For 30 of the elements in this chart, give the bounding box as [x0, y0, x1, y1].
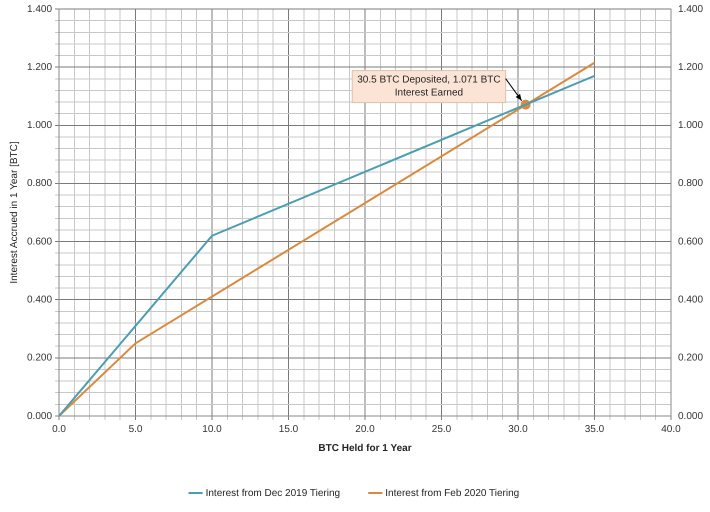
x-tick-label: 30.0	[508, 424, 528, 435]
y-tick-label: 1.400	[26, 4, 52, 15]
x-tick-label: 20.0	[355, 424, 376, 435]
y2-tick-label: 1.000	[678, 120, 704, 132]
y2-tick-label: 0.800	[678, 178, 704, 190]
annotation: 30.5 BTC Deposited, 1.071 BTC Interest Earned	[357, 74, 501, 98]
y2-tick-label: 0.000	[678, 410, 704, 422]
y-tick-label: 1.000	[26, 120, 52, 132]
y2-tick-label: 1.200	[678, 62, 704, 73]
y-tick-label: 0.200	[26, 352, 52, 364]
y2-tick-label: 1.400	[678, 4, 704, 15]
y-tick-label: 0.600	[26, 236, 52, 248]
x-tick-label: 25.0	[432, 424, 452, 435]
y-tick-label: 0.000	[26, 410, 52, 422]
legend-label: Interest from Dec 2019 Tiering	[206, 488, 340, 499]
y2-tick-label: 0.200	[678, 352, 704, 364]
x-axis-title: BTC Held for 1 Year	[318, 442, 412, 454]
x-tick-label: 0.0	[52, 424, 66, 435]
x-tick-label: 40.0	[661, 424, 682, 435]
y2-tick-label: 0.400	[678, 294, 704, 306]
y-tick-label: 0.800	[26, 178, 52, 190]
x-tick-label: 35.0	[584, 424, 605, 435]
x-tick-label: 5.0	[128, 424, 143, 435]
x-tick-label: 15.0	[278, 424, 299, 435]
y-tick-label: 0.400	[26, 294, 52, 306]
x-tick-label: 10.0	[202, 424, 222, 435]
legend-label: Interest from Feb 2020 Tiering	[385, 488, 520, 499]
y2-tick-label: 0.600	[678, 236, 704, 248]
y-tick-label: 1.200	[26, 62, 52, 73]
y-axis-title: Interest Accrued in 1 Year [BTC]	[8, 141, 20, 284]
